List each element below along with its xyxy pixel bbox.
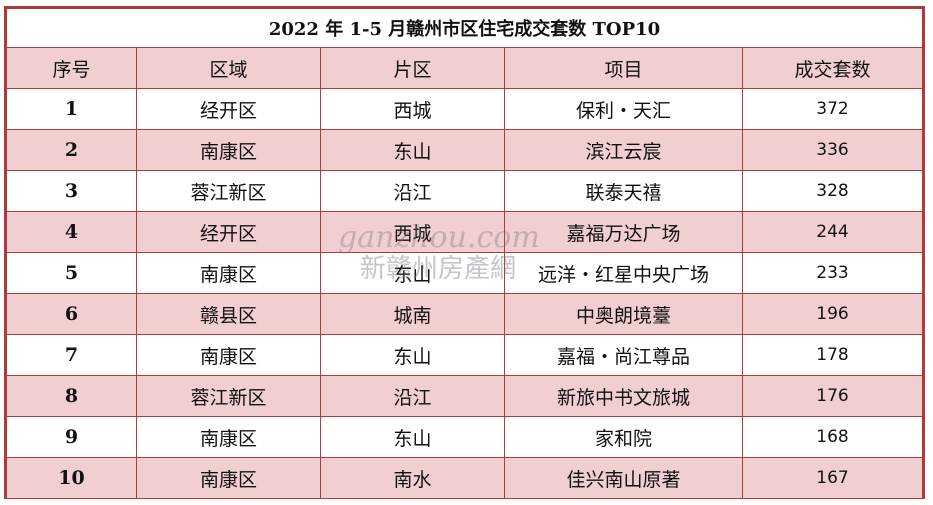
project-cell: 佳兴南山原著 [504,457,743,499]
table-row: 1 经开区 西城 保利・天汇 372 [6,88,923,130]
rank-cell: 9 [6,416,137,458]
district-cell: 蓉江新区 [136,170,321,212]
district-cell: 蓉江新区 [136,375,321,417]
project-cell: 家和院 [504,416,743,458]
table-row: 5 南康区 东山 远洋・红星中央广场 233 [6,252,923,294]
rank-cell: 2 [6,129,137,171]
header-units: 成交套数 [742,47,923,89]
area-cell: 南水 [320,457,505,499]
units-cell: 328 [742,170,923,212]
header-district: 区域 [136,47,321,89]
table-row: 9 南康区 东山 家和院 168 [6,416,923,458]
project-cell: 保利・天汇 [504,88,743,130]
district-cell: 南康区 [136,252,321,294]
area-cell: 东山 [320,252,505,294]
district-cell: 南康区 [136,416,321,458]
header-project: 项目 [504,47,743,89]
header-area: 片区 [320,47,505,89]
district-cell: 南康区 [136,129,321,171]
rank-cell: 1 [6,88,137,130]
district-cell: 经开区 [136,88,321,130]
ranking-table-frame: 2022 年 1-5 月赣州市区住宅成交套数 TOP10 序号 区域 片区 项目… [4,6,925,499]
area-cell: 东山 [320,129,505,171]
project-cell: 远洋・红星中央广场 [504,252,743,294]
rank-cell: 10 [6,457,137,499]
project-cell: 滨江云宸 [504,129,743,171]
units-cell: 244 [742,211,923,253]
project-cell: 联泰天禧 [504,170,743,212]
district-cell: 南康区 [136,334,321,376]
units-cell: 167 [742,457,923,499]
area-cell: 沿江 [320,170,505,212]
ranking-table: 2022 年 1-5 月赣州市区住宅成交套数 TOP10 序号 区域 片区 项目… [6,8,923,499]
rank-cell: 6 [6,293,137,335]
rank-cell: 5 [6,252,137,294]
table-row: 7 南康区 东山 嘉福・尚江尊品 178 [6,334,923,376]
units-cell: 176 [742,375,923,417]
area-cell: 东山 [320,334,505,376]
project-cell: 新旅中书文旅城 [504,375,743,417]
table-row: 10 南康区 南水 佳兴南山原著 167 [6,457,923,499]
district-cell: 南康区 [136,457,321,499]
rank-cell: 7 [6,334,137,376]
table-row: 4 经开区 西城 嘉福万达广场 244 [6,211,923,253]
units-cell: 168 [742,416,923,458]
area-cell: 城南 [320,293,505,335]
table-row: 2 南康区 东山 滨江云宸 336 [6,129,923,171]
units-cell: 196 [742,293,923,335]
area-cell: 沿江 [320,375,505,417]
project-cell: 嘉福・尚江尊品 [504,334,743,376]
units-cell: 233 [742,252,923,294]
units-cell: 336 [742,129,923,171]
rank-cell: 4 [6,211,137,253]
district-cell: 赣县区 [136,293,321,335]
table-row: 6 赣县区 城南 中奥朗境薹 196 [6,293,923,335]
area-cell: 东山 [320,416,505,458]
table-header-row: 序号 区域 片区 项目 成交套数 [6,47,923,89]
area-cell: 西城 [320,88,505,130]
district-cell: 经开区 [136,211,321,253]
rank-cell: 8 [6,375,137,417]
rank-cell: 3 [6,170,137,212]
units-cell: 178 [742,334,923,376]
header-rank: 序号 [6,47,137,89]
table-row: 3 蓉江新区 沿江 联泰天禧 328 [6,170,923,212]
project-cell: 嘉福万达广场 [504,211,743,253]
area-cell: 西城 [320,211,505,253]
table-row: 8 蓉江新区 沿江 新旅中书文旅城 176 [6,375,923,417]
project-cell: 中奥朗境薹 [504,293,743,335]
table-title-row: 2022 年 1-5 月赣州市区住宅成交套数 TOP10 [6,8,923,48]
table-title: 2022 年 1-5 月赣州市区住宅成交套数 TOP10 [6,8,923,48]
units-cell: 372 [742,88,923,130]
